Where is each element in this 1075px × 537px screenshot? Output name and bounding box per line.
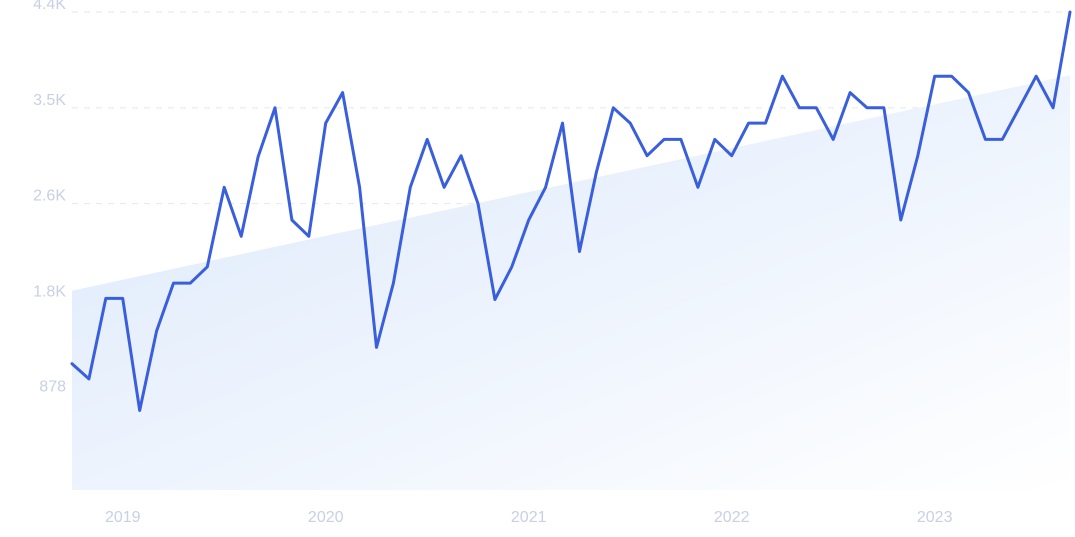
y-tick-label: 4.4K (33, 0, 66, 13)
x-tick-label: 2023 (917, 509, 953, 526)
y-tick-label: 3.5K (33, 92, 66, 109)
series-line-layer (70, 10, 1072, 412)
y-tick-label: 2.6K (33, 188, 66, 205)
x-axis: 2019 2020 2021 2022 2023 (105, 509, 953, 526)
y-tick-label: 878 (39, 378, 66, 395)
trend-area (72, 75, 1070, 490)
x-tick-label: 2021 (511, 509, 547, 526)
x-tick-label: 2022 (714, 509, 750, 526)
series-line (70, 10, 1072, 412)
y-tick-label: 1.8K (33, 283, 66, 300)
x-tick-label: 2020 (308, 509, 344, 526)
trend-area-shape (72, 75, 1070, 490)
x-tick-label: 2019 (105, 509, 141, 526)
y-axis: 4.4K 3.5K 2.6K 1.8K 878 (33, 0, 66, 395)
